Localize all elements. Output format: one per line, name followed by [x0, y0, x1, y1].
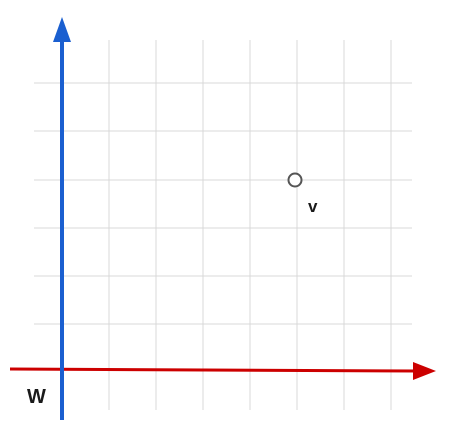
point-v-label: v	[308, 197, 318, 216]
x-axis	[9, 362, 436, 380]
grid	[34, 40, 412, 410]
x-axis-line	[9, 367, 419, 373]
y-axis	[53, 17, 71, 420]
point-v-marker	[287, 172, 303, 188]
y-axis-arrowhead	[53, 17, 71, 42]
origin-label: W	[27, 386, 46, 408]
x-axis-arrowhead	[413, 362, 436, 380]
